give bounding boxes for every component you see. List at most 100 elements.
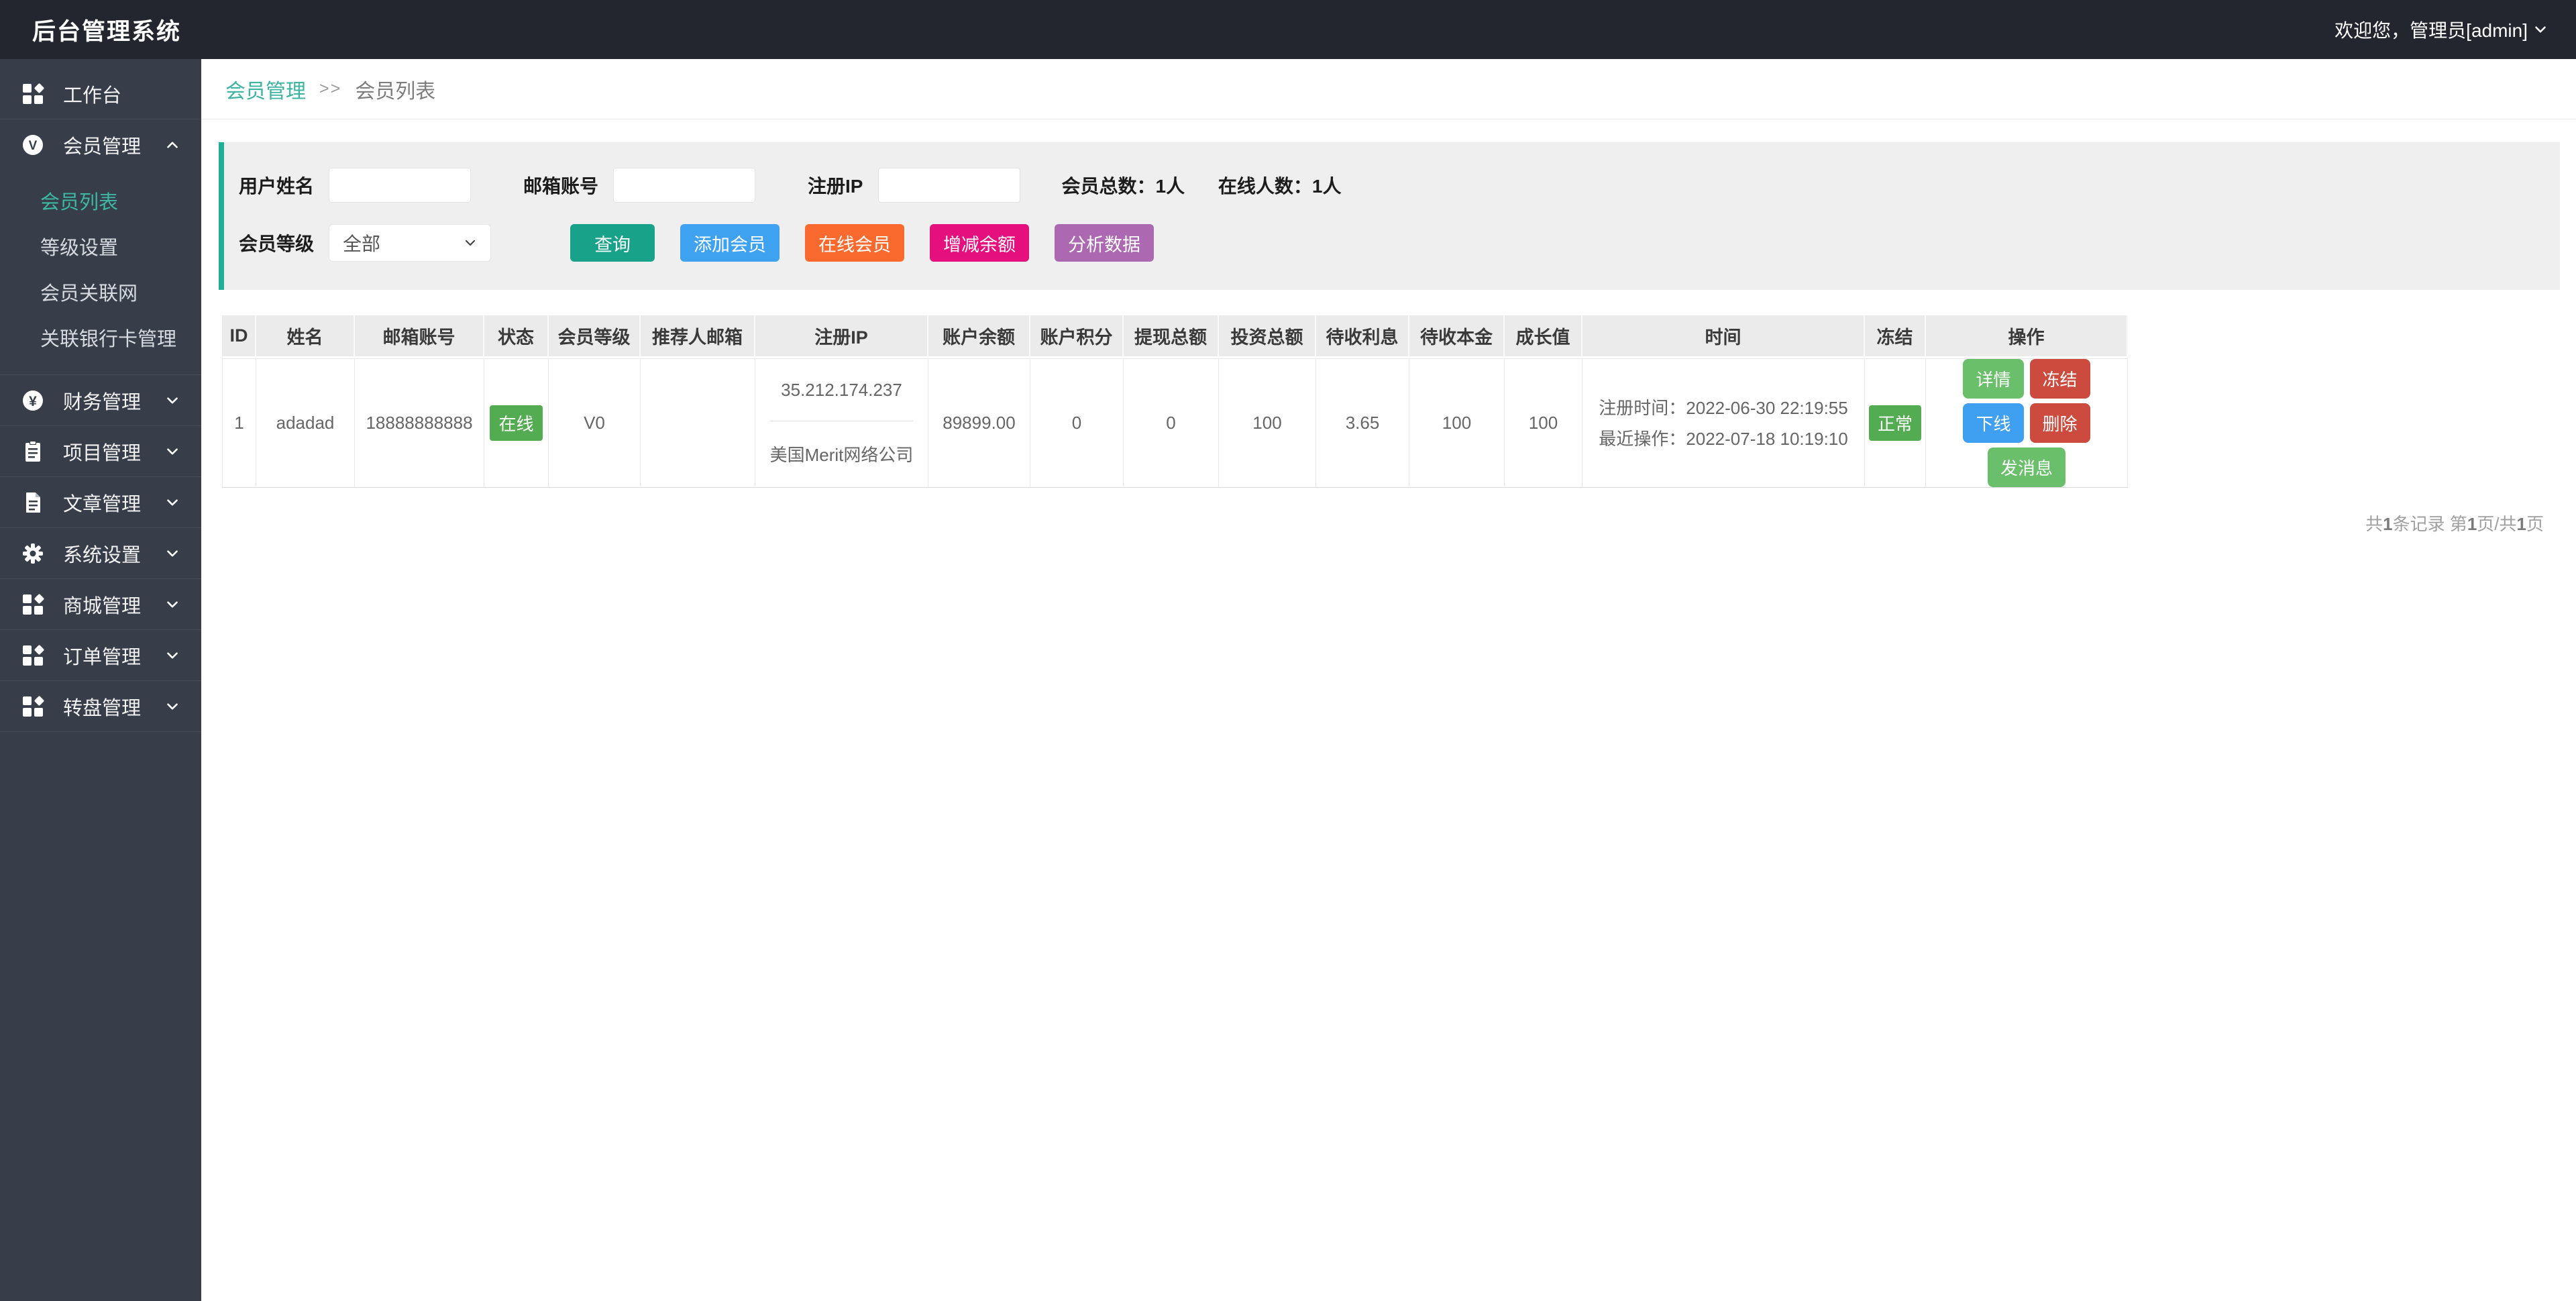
current-page: 1 (2467, 514, 2477, 534)
sidebar-item-label: 财务管理 (63, 391, 142, 413)
online-members-value: 1人 (1311, 176, 1342, 197)
wheel-grid-icon (20, 694, 46, 719)
col-header-email: 邮箱账号 (355, 315, 484, 358)
register-ip-input[interactable] (877, 168, 1020, 203)
cell-actions: 详情 冻结 下线 删除 发消息 (1926, 358, 2128, 488)
settings-gear-icon (20, 541, 46, 566)
sidebar-item-workbench[interactable]: 工作台 (0, 68, 201, 119)
record-count: 1 (2383, 514, 2393, 534)
pagination-text: 页/共 (2477, 514, 2517, 534)
col-header-points: 账户积分 (1030, 315, 1124, 358)
sidebar-item-label: 订单管理 (63, 646, 142, 668)
username-input[interactable] (329, 168, 472, 203)
detail-button[interactable]: 详情 (1963, 359, 2024, 399)
send-message-button[interactable]: 发消息 (1987, 448, 2065, 487)
chevron-down-icon (164, 443, 181, 460)
col-header-invest-total: 投资总额 (1219, 315, 1316, 358)
cell-time: 注册时间：2022-06-30 22:19:55 最近操作：2022-07-18… (1582, 358, 1865, 488)
adjust-balance-button[interactable]: 增减余额 (930, 224, 1030, 262)
col-header-name: 姓名 (256, 315, 355, 358)
cell-pending-principal: 100 (1409, 358, 1505, 488)
sidebar-item-system-settings[interactable]: 系统设置 (0, 528, 201, 579)
table-header-row: ID 姓名 邮箱账号 状态 会员等级 推荐人邮箱 注册IP 账户余额 账户积分 … (222, 315, 2128, 358)
sidebar-item-level-settings[interactable]: 等级设置 (40, 238, 119, 259)
username-label: 用户姓名 (239, 176, 315, 197)
sidebar-item-mall-management[interactable]: 商城管理 (0, 579, 201, 630)
member-management-submenu: 会员列表 等级设置 会员关联网 关联银行卡管理 (0, 170, 201, 375)
pagination-text: 条记录 第 (2392, 514, 2467, 534)
sidebar-item-member-management[interactable]: V 会员管理 (0, 119, 201, 170)
sidebar-item-project-management[interactable]: 项目管理 (0, 426, 201, 477)
breadcrumb-parent-link[interactable]: 会员管理 (225, 80, 306, 103)
freeze-status-badge: 正常 (1868, 405, 1921, 441)
online-members-button[interactable]: 在线会员 (805, 224, 905, 262)
cell-id: 1 (222, 358, 256, 488)
pagination-text: 页 (2526, 514, 2544, 534)
mall-grid-icon (20, 592, 46, 617)
search-button[interactable]: 查询 (570, 224, 655, 262)
sidebar-item-wheel-management[interactable]: 转盘管理 (0, 681, 201, 732)
breadcrumb-separator: >> (319, 79, 342, 98)
finance-yen-icon: ¥ (20, 388, 46, 413)
chevron-down-icon (164, 698, 181, 715)
order-grid-icon (20, 643, 46, 668)
sidebar-item-member-network[interactable]: 会员关联网 (40, 283, 138, 305)
chevron-down-icon (465, 240, 476, 246)
col-header-register-ip: 注册IP (755, 315, 928, 358)
delete-button[interactable]: 删除 (2029, 403, 2090, 443)
total-pages: 1 (2516, 514, 2526, 534)
svg-text:V: V (29, 139, 38, 153)
cell-invest-total: 100 (1219, 358, 1316, 488)
sidebar-item-label: 商城管理 (63, 595, 142, 617)
last-operation-value: 2022-07-18 10:19:10 (1686, 428, 1848, 449)
sidebar-item-finance-management[interactable]: ¥ 财务管理 (0, 375, 201, 426)
chevron-up-icon (164, 136, 181, 154)
cell-register-ip: 35.212.174.237 美国Merit网络公司 (755, 358, 928, 488)
breadcrumb-current: 会员列表 (355, 80, 436, 103)
col-header-id: ID (222, 315, 256, 358)
col-header-level: 会员等级 (549, 315, 641, 358)
total-members-value: 1人 (1155, 176, 1185, 197)
article-doc-icon (20, 490, 46, 515)
chevron-down-icon (2535, 26, 2546, 33)
analyze-data-button[interactable]: 分析数据 (1055, 224, 1155, 262)
sidebar-item-article-management[interactable]: 文章管理 (0, 477, 201, 528)
offline-button[interactable]: 下线 (1963, 403, 2024, 443)
email-input[interactable] (613, 168, 756, 203)
ip-address: 35.212.174.237 (781, 380, 902, 400)
register-time-value: 2022-06-30 22:19:55 (1686, 397, 1848, 418)
member-level-selected-value: 全部 (343, 233, 381, 254)
sidebar-item-bank-card-management[interactable]: 关联银行卡管理 (40, 329, 177, 350)
col-header-time: 时间 (1582, 315, 1865, 358)
chevron-down-icon (164, 647, 181, 664)
main-content: 会员管理 >> 会员列表 用户姓名 邮箱账号 注册IP 会员总数：1人 在线人数… (201, 59, 2576, 1301)
cell-balance: 89899.00 (928, 358, 1030, 488)
sidebar: 工作台 V 会员管理 会员列表 等级设置 会员关联网 关联银行卡管理 ¥ 财务管… (0, 59, 201, 1301)
pagination-text: 共 (2365, 514, 2383, 534)
col-header-actions: 操作 (1926, 315, 2128, 358)
cell-status: 在线 (484, 358, 549, 488)
breadcrumb: 会员管理 >> 会员列表 (201, 59, 2576, 119)
ip-organization: 美国Merit网络公司 (769, 445, 914, 465)
add-member-button[interactable]: 添加会员 (680, 224, 780, 262)
member-level-label: 会员等级 (239, 233, 315, 254)
sidebar-item-member-list[interactable]: 会员列表 (40, 192, 119, 213)
member-level-select[interactable]: 全部 (329, 224, 492, 262)
register-ip-label: 注册IP (808, 176, 863, 197)
sidebar-item-order-management[interactable]: 订单管理 (0, 630, 201, 681)
chevron-down-icon (164, 596, 181, 613)
member-v-icon: V (20, 132, 46, 158)
pagination-summary: 共1条记录 第1页/共1页 (201, 511, 2576, 535)
sidebar-item-label: 转盘管理 (63, 697, 142, 719)
sidebar-item-label: 会员管理 (63, 136, 142, 158)
col-header-referrer: 推荐人邮箱 (641, 315, 755, 358)
freeze-button[interactable]: 冻结 (2029, 359, 2090, 399)
cell-freeze: 正常 (1865, 358, 1926, 488)
sidebar-item-label: 文章管理 (63, 493, 142, 515)
admin-menu[interactable]: 欢迎您，管理员[admin] (2334, 16, 2576, 43)
dashboard-grid-icon (20, 81, 46, 107)
col-header-pending-principal: 待收本金 (1409, 315, 1505, 358)
col-header-pending-interest: 待收利息 (1316, 315, 1409, 358)
table-row: 1 adadad 18888888888 在线 V0 35.212.174.23… (222, 358, 2128, 488)
topbar: 后台管理系统 欢迎您，管理员[admin] (0, 0, 2576, 59)
